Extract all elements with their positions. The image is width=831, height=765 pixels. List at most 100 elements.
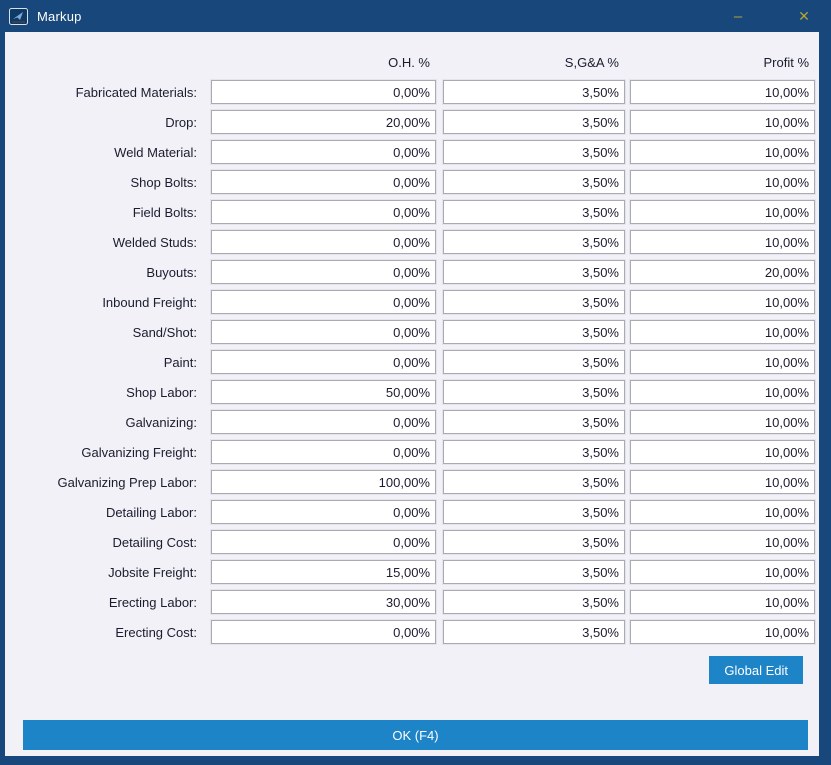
global-edit-row: Global Edit (5, 656, 819, 684)
profit-percent-input[interactable] (630, 440, 815, 464)
oh-percent-input[interactable] (211, 380, 436, 404)
markup-row: Galvanizing: (5, 410, 819, 434)
oh-percent-input[interactable] (211, 500, 436, 524)
row-label: Jobsite Freight: (108, 564, 197, 580)
profit-percent-input[interactable] (630, 230, 815, 254)
app-icon (9, 7, 28, 25)
profit-percent-input[interactable] (630, 110, 815, 134)
row-label: Weld Material: (114, 144, 197, 160)
sga-percent-input[interactable] (443, 260, 625, 284)
markup-row: Buyouts: (5, 260, 819, 284)
oh-percent-input[interactable] (211, 350, 436, 374)
row-label: Erecting Cost: (115, 624, 197, 640)
profit-percent-input[interactable] (630, 620, 815, 644)
sga-percent-input[interactable] (443, 170, 625, 194)
markup-row: Detailing Cost: (5, 530, 819, 554)
oh-percent-input[interactable] (211, 530, 436, 554)
row-label: Shop Bolts: (130, 174, 198, 190)
sga-percent-input[interactable] (443, 620, 625, 644)
oh-percent-input[interactable] (211, 110, 436, 134)
profit-percent-input[interactable] (630, 140, 815, 164)
sga-percent-input[interactable] (443, 200, 625, 224)
close-button[interactable]: ✕ (798, 8, 810, 24)
sga-percent-input[interactable] (443, 320, 625, 344)
column-headers: O.H. % S,G&A % Profit % (5, 32, 819, 70)
profit-percent-input[interactable] (630, 560, 815, 584)
profit-percent-input[interactable] (630, 350, 815, 374)
row-label: Drop: (165, 114, 197, 130)
profit-percent-input[interactable] (630, 470, 815, 494)
markup-row: Galvanizing Freight: (5, 440, 819, 464)
sga-percent-input[interactable] (443, 80, 625, 104)
row-label: Shop Labor: (126, 384, 197, 400)
profit-percent-input[interactable] (630, 200, 815, 224)
markup-row: Inbound Freight: (5, 290, 819, 314)
row-label: Fabricated Materials: (75, 84, 197, 100)
oh-percent-input[interactable] (211, 230, 436, 254)
profit-percent-input[interactable] (630, 590, 815, 614)
markup-row: Shop Labor: (5, 380, 819, 404)
column-header-sga: S,G&A % (564, 55, 619, 70)
oh-percent-input[interactable] (211, 470, 436, 494)
markup-row: Jobsite Freight: (5, 560, 819, 584)
sga-percent-input[interactable] (443, 350, 625, 374)
oh-percent-input[interactable] (211, 260, 436, 284)
sga-percent-input[interactable] (443, 530, 625, 554)
profit-percent-input[interactable] (630, 380, 815, 404)
row-label: Galvanizing Freight: (81, 444, 197, 460)
profit-percent-input[interactable] (630, 500, 815, 524)
profit-percent-input[interactable] (630, 170, 815, 194)
ok-button[interactable]: OK (F4) (23, 720, 808, 750)
row-label: Sand/Shot: (132, 324, 197, 340)
sga-percent-input[interactable] (443, 140, 625, 164)
oh-percent-input[interactable] (211, 560, 436, 584)
markup-row: Fabricated Materials: (5, 80, 819, 104)
dialog-body: O.H. % S,G&A % Profit % Fabricated Mater… (0, 32, 831, 765)
markup-row: Shop Bolts: (5, 170, 819, 194)
oh-percent-input[interactable] (211, 590, 436, 614)
column-header-oh: O.H. % (388, 55, 430, 70)
markup-rows: Fabricated Materials: Drop: Weld Materia… (5, 80, 819, 644)
sga-percent-input[interactable] (443, 380, 625, 404)
oh-percent-input[interactable] (211, 410, 436, 434)
sga-percent-input[interactable] (443, 590, 625, 614)
profit-percent-input[interactable] (630, 410, 815, 434)
oh-percent-input[interactable] (211, 80, 436, 104)
markup-row: Erecting Cost: (5, 620, 819, 644)
markup-row: Field Bolts: (5, 200, 819, 224)
sga-percent-input[interactable] (443, 230, 625, 254)
oh-percent-input[interactable] (211, 170, 436, 194)
sga-percent-input[interactable] (443, 500, 625, 524)
oh-percent-input[interactable] (211, 440, 436, 464)
markup-row: Paint: (5, 350, 819, 374)
row-label: Erecting Labor: (108, 594, 197, 610)
window-title: Markup (37, 8, 82, 24)
sga-percent-input[interactable] (443, 560, 625, 584)
sga-percent-input[interactable] (443, 410, 625, 434)
profit-percent-input[interactable] (630, 290, 815, 314)
oh-percent-input[interactable] (211, 290, 436, 314)
row-label: Buyouts: (146, 264, 197, 280)
sga-percent-input[interactable] (443, 440, 625, 464)
row-label: Detailing Labor: (105, 504, 197, 520)
sga-percent-input[interactable] (443, 290, 625, 314)
profit-percent-input[interactable] (630, 320, 815, 344)
row-label: Welded Studs: (112, 234, 197, 250)
sga-percent-input[interactable] (443, 470, 625, 494)
minimize-button[interactable]: – (733, 7, 743, 25)
markup-row: Weld Material: (5, 140, 819, 164)
oh-percent-input[interactable] (211, 620, 436, 644)
markup-row: Welded Studs: (5, 230, 819, 254)
row-label: Paint: (163, 354, 197, 370)
oh-percent-input[interactable] (211, 320, 436, 344)
profit-percent-input[interactable] (630, 80, 815, 104)
global-edit-button[interactable]: Global Edit (709, 656, 803, 684)
row-label: Galvanizing: (125, 414, 197, 430)
oh-percent-input[interactable] (211, 140, 436, 164)
markup-row: Galvanizing Prep Labor: (5, 470, 819, 494)
profit-percent-input[interactable] (630, 260, 815, 284)
oh-percent-input[interactable] (211, 200, 436, 224)
sga-percent-input[interactable] (443, 110, 625, 134)
profit-percent-input[interactable] (630, 530, 815, 554)
